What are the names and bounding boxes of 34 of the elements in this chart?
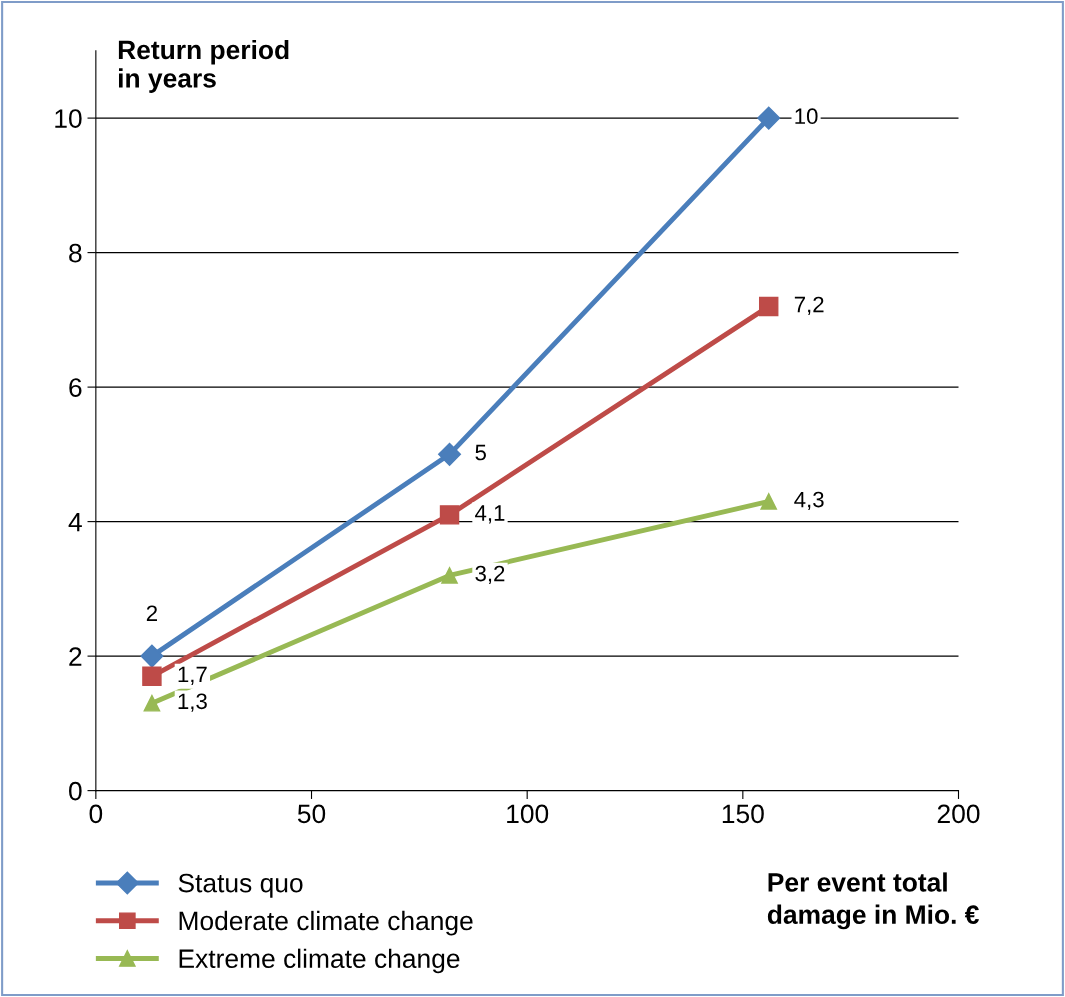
legend-label: Extreme climate change [179,948,460,974]
point [142,666,162,687]
point [143,694,161,712]
x-axis-title: Per event total damage in Mio. € [767,872,979,930]
point [140,644,164,668]
x-tick-label: 0 [89,804,103,824]
y-tick-label: 2 [69,647,82,666]
point [757,106,781,130]
point [438,442,462,466]
data-label: 5 [475,444,486,461]
legend-label: Status quo [178,873,303,898]
legend-label: Moderate climate change [179,910,473,936]
x-tick-label: 150 [722,804,764,824]
data-label: 1,7 [178,666,207,685]
point [758,296,779,317]
data-label: 3,2 [475,565,505,584]
data-label: 10 [795,108,818,125]
data-label: 1,3 [178,693,207,712]
data-label: 4,3 [794,491,824,511]
data-label: 4,1 [475,505,505,524]
data-label: 2 [146,605,157,621]
point [441,567,458,584]
point [439,505,460,525]
x-tick-label: 100 [507,804,549,824]
x-tick-label: 200 [937,804,980,824]
y-tick-label: 6 [69,378,82,397]
y-axis-title: Return period in years [118,39,289,93]
x-tick-label: 50 [297,804,326,824]
point [760,493,778,510]
y-tick-label: 8 [69,243,82,263]
data-label: 7,2 [794,296,824,315]
y-tick-label: 0 [69,781,82,801]
y-tick-label: 10 [55,109,82,128]
y-tick-label: 4 [68,513,82,532]
